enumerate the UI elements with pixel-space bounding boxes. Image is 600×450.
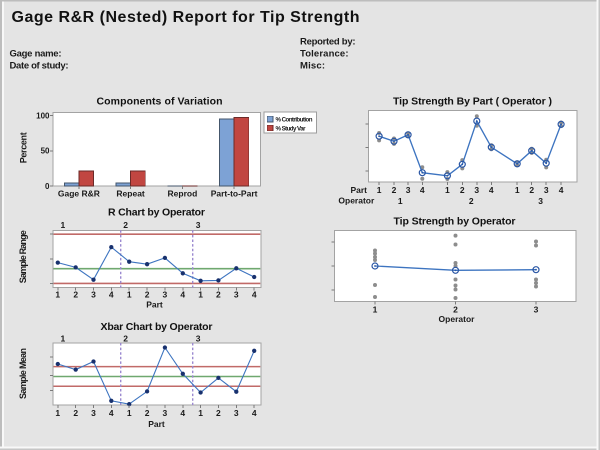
svg-text:Part: Part	[146, 299, 163, 309]
svg-text:Date of study:: Date of study:	[10, 61, 69, 72]
svg-text:2: 2	[453, 305, 458, 315]
svg-text:Part: Part	[350, 185, 367, 195]
svg-text:2: 2	[123, 334, 128, 344]
svg-text:Tip Strength by Operator: Tip Strength by Operator	[394, 216, 516, 228]
svg-text:3: 3	[163, 408, 168, 418]
svg-text:1: 1	[127, 289, 132, 299]
svg-text:4: 4	[559, 185, 564, 195]
svg-text:3: 3	[196, 334, 201, 344]
svg-text:3: 3	[538, 196, 543, 206]
svg-text:3: 3	[91, 408, 96, 418]
svg-text:4: 4	[489, 185, 494, 195]
svg-text:R Chart by Operator: R Chart by Operator	[108, 206, 205, 218]
svg-text:4: 4	[180, 289, 185, 299]
svg-text:3: 3	[234, 289, 239, 299]
svg-text:Xbar Chart by Operator: Xbar Chart by Operator	[101, 321, 213, 333]
svg-text:100: 100	[36, 112, 50, 121]
svg-text:3: 3	[534, 305, 539, 315]
svg-text:2: 2	[216, 408, 221, 418]
svg-text:3: 3	[474, 185, 479, 195]
svg-text:1: 1	[398, 196, 403, 206]
svg-text:Percent: Percent	[19, 132, 29, 163]
svg-text:Sample Range: Sample Range	[18, 230, 28, 283]
svg-text:1: 1	[445, 185, 450, 195]
svg-text:2: 2	[145, 289, 150, 299]
svg-text:50: 50	[41, 147, 50, 156]
svg-text:% Contribution: % Contribution	[276, 117, 313, 124]
svg-text:Part: Part	[148, 419, 165, 429]
svg-text:1: 1	[198, 408, 203, 418]
svg-text:Reprod: Reprod	[168, 189, 198, 199]
svg-text:0: 0	[45, 182, 50, 191]
svg-text:3: 3	[234, 408, 239, 418]
svg-text:1: 1	[515, 185, 520, 195]
svg-text:1: 1	[377, 185, 382, 195]
svg-text:4: 4	[420, 185, 425, 195]
svg-text:Gage name:: Gage name:	[10, 49, 62, 60]
svg-text:Gage R&R: Gage R&R	[58, 189, 100, 199]
svg-text:2: 2	[469, 196, 474, 206]
svg-text:4: 4	[109, 408, 114, 418]
svg-text:Components of Variation: Components of Variation	[97, 95, 223, 107]
svg-text:2: 2	[145, 408, 150, 418]
svg-text:2: 2	[460, 185, 465, 195]
svg-text:1: 1	[127, 408, 132, 418]
svg-text:1: 1	[55, 289, 60, 299]
svg-text:1: 1	[61, 220, 66, 230]
svg-text:2: 2	[392, 185, 397, 195]
svg-text:3: 3	[406, 185, 411, 195]
svg-text:4: 4	[252, 408, 257, 418]
svg-text:Tolerance:: Tolerance:	[300, 49, 349, 60]
svg-text:Misc:: Misc:	[300, 61, 325, 72]
svg-text:2: 2	[529, 185, 534, 195]
svg-text:Operator: Operator	[439, 314, 476, 324]
svg-text:% Study Var: % Study Var	[276, 125, 307, 132]
svg-text:4: 4	[180, 408, 185, 418]
svg-text:3: 3	[544, 185, 549, 195]
svg-text:Part-to-Part: Part-to-Part	[211, 189, 258, 199]
svg-text:Sample Mean: Sample Mean	[18, 348, 28, 399]
svg-text:Repeat: Repeat	[116, 189, 145, 199]
svg-text:3: 3	[91, 289, 96, 299]
svg-text:4: 4	[109, 289, 114, 299]
svg-text:2: 2	[73, 408, 78, 418]
svg-text:3: 3	[163, 289, 168, 299]
svg-text:4: 4	[252, 289, 257, 299]
svg-text:3: 3	[196, 220, 201, 230]
svg-text:Operator: Operator	[338, 196, 375, 206]
svg-text:2: 2	[216, 289, 221, 299]
svg-text:1: 1	[198, 289, 203, 299]
svg-text:1: 1	[55, 408, 60, 418]
svg-text:1: 1	[61, 334, 66, 344]
svg-text:2: 2	[73, 289, 78, 299]
svg-text:Reported by:: Reported by:	[300, 37, 356, 48]
svg-text:Gage R&R (Nested) Report for T: Gage R&R (Nested) Report for Tip Strengt…	[12, 9, 360, 26]
svg-text:Tip Strength By Part ( Operato: Tip Strength By Part ( Operator )	[393, 95, 552, 107]
svg-text:1: 1	[373, 305, 378, 315]
svg-text:2: 2	[123, 220, 128, 230]
